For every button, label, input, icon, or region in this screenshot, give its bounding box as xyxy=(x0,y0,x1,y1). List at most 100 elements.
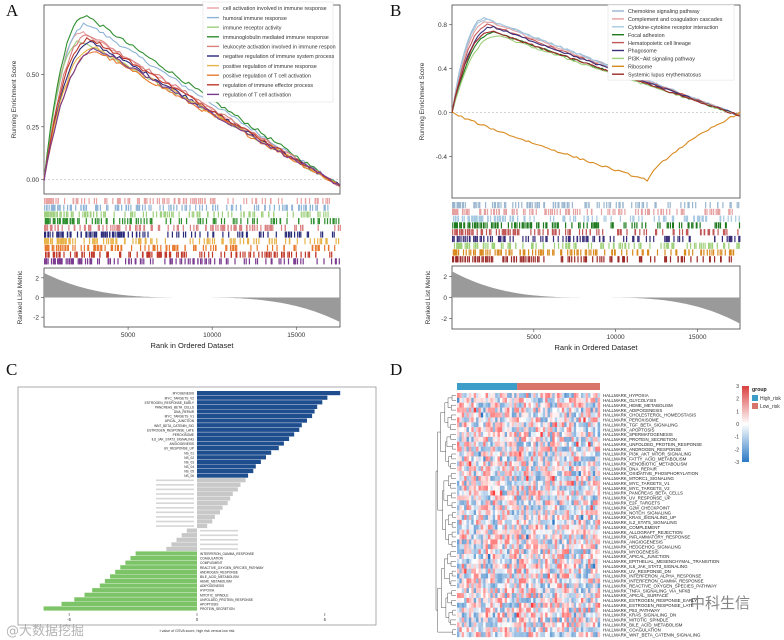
hit-mark xyxy=(165,218,167,225)
heat-cell xyxy=(495,456,498,462)
heat-cell xyxy=(523,397,527,403)
hit-mark xyxy=(613,235,615,243)
heat-cell xyxy=(597,427,601,433)
heat-cell xyxy=(459,510,462,516)
heat-cell xyxy=(552,427,555,433)
heat-cell xyxy=(521,490,524,496)
hit-mark xyxy=(475,222,477,229)
hit-mark xyxy=(67,258,69,265)
hit-mark xyxy=(513,208,515,215)
hit-mark xyxy=(728,235,730,243)
heat-cell xyxy=(545,441,548,447)
heat-cell xyxy=(523,436,527,442)
heat-cell xyxy=(471,524,474,530)
hit-mark xyxy=(219,258,221,265)
hit-mark xyxy=(55,198,57,205)
heat-cell xyxy=(497,490,501,496)
heat-cell xyxy=(566,554,570,560)
heat-cell xyxy=(473,397,477,403)
hit-mark xyxy=(327,204,329,211)
heat-cell xyxy=(457,412,460,418)
heat-cell xyxy=(583,417,586,423)
hallmark-heatmap: HALLMARK_HYPOXIAHALLMARK_GLYCOLYSISHALLM… xyxy=(435,383,781,637)
heat-cell xyxy=(540,490,543,496)
hit-mark xyxy=(300,211,302,218)
heat-cell xyxy=(514,417,517,423)
hit-mark xyxy=(141,258,143,265)
hit-mark xyxy=(192,258,194,265)
heat-cell xyxy=(514,451,517,457)
heat-cell xyxy=(559,475,563,481)
hit-mark xyxy=(719,208,721,215)
heat-cell xyxy=(561,505,565,511)
heat-cell xyxy=(468,407,472,413)
heat-cell xyxy=(580,456,584,462)
heat-cell xyxy=(526,412,529,418)
hit-mark xyxy=(504,208,506,215)
hit-mark xyxy=(110,244,112,251)
hit-mark xyxy=(165,244,167,251)
heat-cell xyxy=(471,407,474,413)
heat-cell xyxy=(566,480,570,486)
hit-mark xyxy=(453,242,456,249)
hit-mark xyxy=(303,204,305,211)
heat-cell xyxy=(490,593,493,599)
hit-mark xyxy=(296,238,298,245)
hit-mark xyxy=(609,202,612,209)
heat-cell xyxy=(566,583,570,589)
hit-mark xyxy=(62,231,64,238)
legend-label: Phagosome xyxy=(628,49,657,55)
hit-mark xyxy=(324,244,326,251)
heat-cell xyxy=(464,432,467,438)
heat-cell xyxy=(526,422,529,428)
hit-mark xyxy=(212,198,215,205)
legend-label: Systemic lupus erythematosus xyxy=(628,72,701,78)
hit-mark xyxy=(331,258,333,265)
heat-cell xyxy=(516,490,520,496)
hit-mark xyxy=(236,251,238,258)
hit-mark xyxy=(688,222,690,229)
hit-mark xyxy=(533,215,535,222)
heat-cell xyxy=(476,568,479,574)
heat-cell xyxy=(476,397,479,403)
hit-mark xyxy=(84,211,86,218)
hit-mark xyxy=(171,231,173,238)
heat-cell xyxy=(499,451,503,457)
heat-cell xyxy=(526,441,529,447)
hit-mark xyxy=(668,235,670,243)
heat-cell xyxy=(557,534,560,540)
hit-mark xyxy=(696,256,698,263)
hit-mark xyxy=(130,211,132,218)
heat-cell xyxy=(566,451,570,457)
hit-mark xyxy=(589,229,591,236)
hit-mark xyxy=(284,224,286,231)
hit-mark xyxy=(519,249,521,256)
heat-cell xyxy=(521,554,524,560)
heat-cell xyxy=(518,490,522,496)
hit-mark xyxy=(128,258,130,265)
hit-mark xyxy=(139,231,141,238)
heat-cell xyxy=(578,480,582,486)
hit-mark xyxy=(119,251,122,258)
heat-cell xyxy=(554,588,558,594)
hit-mark xyxy=(75,204,77,211)
heat-cell xyxy=(576,544,579,550)
heat-cell xyxy=(557,524,560,530)
hit-mark xyxy=(91,251,93,258)
hit-mark xyxy=(631,202,633,209)
heat-cell xyxy=(590,393,593,399)
heat-cell xyxy=(471,412,474,418)
heat-cell xyxy=(487,407,491,413)
hit-mark xyxy=(676,208,678,215)
heat-cell xyxy=(569,588,572,594)
heat-cell xyxy=(497,593,501,599)
heat-cell xyxy=(509,568,512,574)
heat-cell xyxy=(585,407,589,413)
heat-cell xyxy=(583,422,586,428)
heat-cell xyxy=(597,412,601,418)
hit-mark xyxy=(273,211,275,218)
heat-cell xyxy=(528,471,532,477)
heat-cell xyxy=(483,427,486,433)
heat-cell xyxy=(487,524,491,530)
heat-cell xyxy=(595,402,598,408)
